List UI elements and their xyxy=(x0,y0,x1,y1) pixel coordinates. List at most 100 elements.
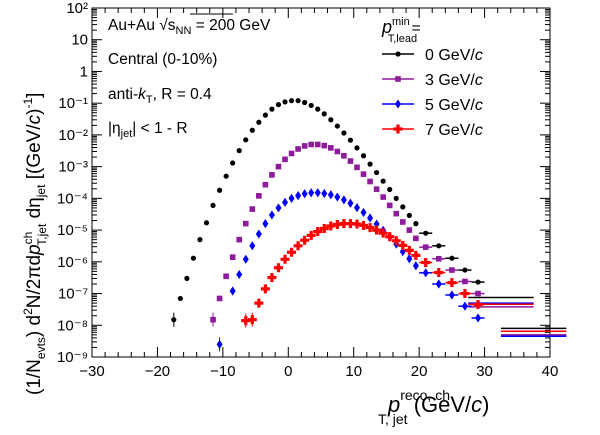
data-point xyxy=(475,290,481,297)
data-point xyxy=(273,263,283,273)
data-point xyxy=(411,250,421,260)
data-point xyxy=(367,161,373,167)
legend: pmin T,lead = 0 GeV/c3 GeV/c5 GeV/c7 GeV/… xyxy=(381,16,483,139)
data-point xyxy=(449,255,455,261)
series-0 xyxy=(171,98,567,330)
y-tick-labels: 10⁻⁹ 10⁻⁸ 10⁻⁷ 10⁻⁶ 10⁻⁵ 10⁻⁴ 10⁻³ 10⁻² 10⁻¹ 1 10 1… xyxy=(57,0,88,366)
x-tick-label: −20 xyxy=(145,363,170,380)
data-point xyxy=(447,278,457,288)
data-point xyxy=(262,181,269,188)
data-point xyxy=(275,102,282,108)
data-point xyxy=(171,317,177,323)
data-point xyxy=(254,298,264,308)
data-point xyxy=(448,290,455,300)
data-point xyxy=(249,241,256,251)
legend-label: 3 GeV/c xyxy=(425,72,483,89)
y-tick-label: 10⁻⁷ xyxy=(58,286,88,303)
data-point xyxy=(321,142,328,149)
data-point xyxy=(308,102,314,109)
data-point xyxy=(314,188,321,198)
annotation-algorithm: anti-kT, R = 0.4 xyxy=(108,86,212,106)
data-point xyxy=(269,106,275,112)
data-point xyxy=(461,301,468,311)
data-point xyxy=(328,145,334,151)
data-point xyxy=(391,236,401,246)
data-point xyxy=(319,224,329,234)
legend-title: pmin T,lead = xyxy=(381,16,421,45)
data-point xyxy=(372,225,382,235)
data-point xyxy=(282,99,288,105)
data-point xyxy=(306,230,316,240)
y-tick-label: 1 xyxy=(80,63,88,80)
data-point xyxy=(365,223,375,233)
data-point xyxy=(435,255,442,262)
data-point xyxy=(288,98,295,104)
data-point xyxy=(380,178,386,184)
y-tick-label: 10⁻⁸ xyxy=(57,317,88,334)
legend-marker xyxy=(395,99,401,109)
data-point xyxy=(360,207,367,218)
data-point xyxy=(243,137,249,143)
data-point xyxy=(339,219,349,229)
data-point xyxy=(256,119,262,125)
data-point xyxy=(275,203,282,213)
data-point xyxy=(475,279,481,285)
data-point xyxy=(249,127,255,133)
data-point xyxy=(386,202,393,209)
data-point xyxy=(216,295,223,302)
data-point xyxy=(406,254,413,264)
data-point xyxy=(230,160,236,166)
x-tick-label: 20 xyxy=(411,363,428,380)
x-tick-label: 30 xyxy=(476,363,493,380)
data-point xyxy=(345,219,355,229)
legend-marker xyxy=(393,124,403,134)
data-point xyxy=(295,191,302,201)
data-point xyxy=(406,212,412,219)
legend-label-text: 0 GeV/ xyxy=(425,47,475,64)
data-point xyxy=(236,148,242,154)
data-point xyxy=(288,193,295,203)
data-point xyxy=(334,123,340,129)
data-point xyxy=(262,219,269,229)
legend-label-unit: c xyxy=(475,122,483,139)
legend-label-text: 5 GeV/ xyxy=(425,97,475,114)
data-point xyxy=(190,255,197,261)
data-point xyxy=(378,228,388,238)
data-point xyxy=(332,220,342,230)
data-point xyxy=(354,145,360,151)
y-tick-label: 10⁻⁵ xyxy=(57,222,88,239)
data-point xyxy=(242,220,249,227)
data-point xyxy=(475,313,482,323)
data-point xyxy=(295,98,301,104)
data-point xyxy=(398,240,408,250)
data-point xyxy=(347,158,354,164)
legend-marker xyxy=(395,51,401,57)
data-point xyxy=(393,195,399,201)
data-point xyxy=(387,186,393,193)
axis-ticks xyxy=(91,7,551,358)
data-point xyxy=(229,254,236,260)
data-point xyxy=(184,275,190,282)
data-point xyxy=(393,210,400,217)
data-point xyxy=(242,254,249,264)
data-point xyxy=(177,295,183,302)
data-point xyxy=(216,339,223,349)
data-point xyxy=(301,189,308,199)
data-point xyxy=(334,192,341,202)
data-point xyxy=(321,188,328,199)
data-point xyxy=(197,237,203,243)
series-3 xyxy=(241,219,567,332)
data-point xyxy=(262,112,268,118)
data-point xyxy=(435,279,442,289)
x-tick-label: 40 xyxy=(542,363,559,380)
data-point xyxy=(314,141,321,148)
data-point xyxy=(373,186,380,192)
data-point xyxy=(354,164,360,171)
data-point xyxy=(282,197,289,207)
data-point xyxy=(360,171,367,177)
data-point xyxy=(223,273,229,280)
y-tick-label: 10⁻¹ xyxy=(58,95,88,112)
legend-label-text: 7 GeV/ xyxy=(425,122,475,139)
x-tick-label: −10 xyxy=(210,363,235,380)
